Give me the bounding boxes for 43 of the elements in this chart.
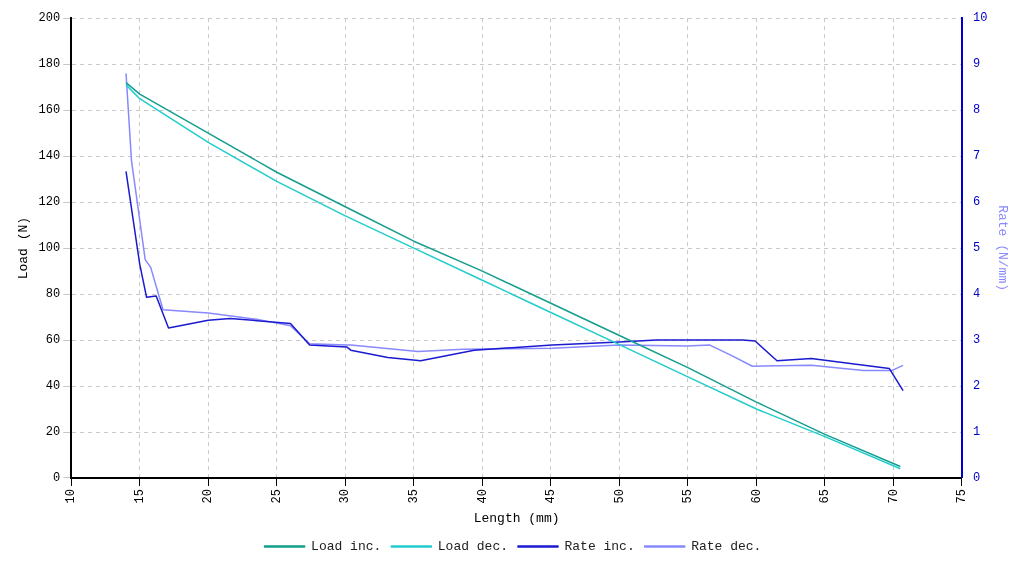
x-tick-label: 20 (201, 489, 216, 504)
y2-tick-label: 0 (973, 471, 981, 486)
x-tick-label: 75 (955, 489, 970, 504)
y-tick-label: 120 (38, 195, 61, 210)
y-tick-label: 140 (38, 149, 61, 164)
x-tick-label: 10 (64, 489, 79, 504)
legend-label: Load dec. (437, 538, 509, 554)
x-tick-label: 30 (338, 489, 353, 504)
legend-label: Rate dec. (691, 538, 762, 554)
y2-tick-label: 5 (973, 241, 981, 256)
y2-tick-label: 3 (973, 333, 981, 348)
y2-tick-label: 6 (973, 195, 981, 210)
x-tick-label: 50 (612, 489, 627, 504)
y-tick-label: 80 (45, 287, 61, 302)
y-tick-label: 180 (38, 57, 61, 72)
x-tick-label: 35 (406, 489, 421, 504)
y2-tick-label: 2 (973, 379, 981, 394)
y2-axis-title: Rate (N/mm) (994, 205, 1010, 292)
y2-tick-label: 8 (973, 103, 981, 118)
legend-label: Rate inc. (564, 538, 635, 554)
y2-tick-label: 9 (973, 57, 981, 72)
y-tick-label: 160 (38, 103, 61, 118)
y-axis-title: Load (N) (16, 216, 32, 280)
y2-tick-label: 10 (973, 11, 988, 26)
y-tick-label: 100 (38, 241, 61, 256)
x-tick-label: 25 (269, 489, 284, 504)
y2-tick-label: 1 (973, 425, 981, 440)
x-tick-label: 40 (475, 489, 490, 504)
y-tick-label: 20 (45, 425, 61, 440)
x-tick-label: 65 (818, 489, 833, 504)
y-tick-label: 200 (38, 11, 61, 26)
x-tick-label: 15 (132, 489, 147, 504)
x-axis-title: Length (mm) (473, 510, 560, 526)
y2-tick-label: 4 (973, 287, 981, 302)
y2-tick-label: 7 (973, 149, 981, 164)
y-tick-label: 60 (45, 333, 61, 348)
x-tick-label: 70 (886, 489, 901, 504)
x-tick-label: 45 (544, 489, 559, 504)
y-tick-label: 0 (53, 471, 61, 486)
x-tick-label: 55 (681, 489, 696, 504)
legend-label: Load inc. (311, 538, 382, 554)
y-tick-label: 40 (45, 379, 61, 394)
x-tick-label: 60 (749, 489, 764, 504)
